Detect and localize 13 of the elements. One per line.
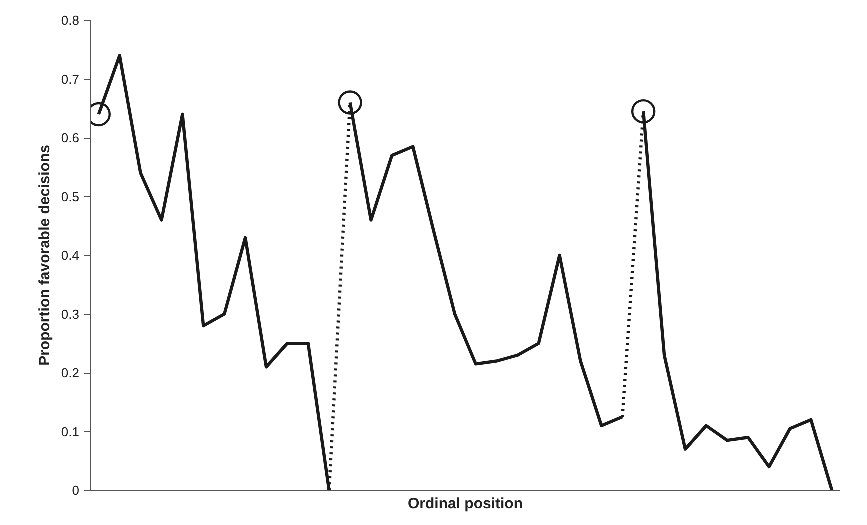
y-tick-label: 0.3 [61, 306, 80, 322]
y-tick-label: 0.4 [61, 248, 80, 263]
y-tick-label: 0.5 [61, 189, 80, 204]
y-tick-label: 0.2 [61, 366, 80, 380]
y-tick-label: 0.6 [61, 130, 80, 146]
point [631, 99, 656, 124]
point [338, 90, 362, 115]
y-tick-label: 0.8 [61, 13, 80, 28]
y-tick-label: 0 [72, 483, 80, 498]
y-tick-label: 0.1 [61, 424, 80, 440]
y-axis-title: Proportion favorable decisions [36, 145, 54, 366]
y-tick-label: 0.7 [61, 72, 80, 87]
x-axis-title: Ordinal position [408, 496, 523, 512]
